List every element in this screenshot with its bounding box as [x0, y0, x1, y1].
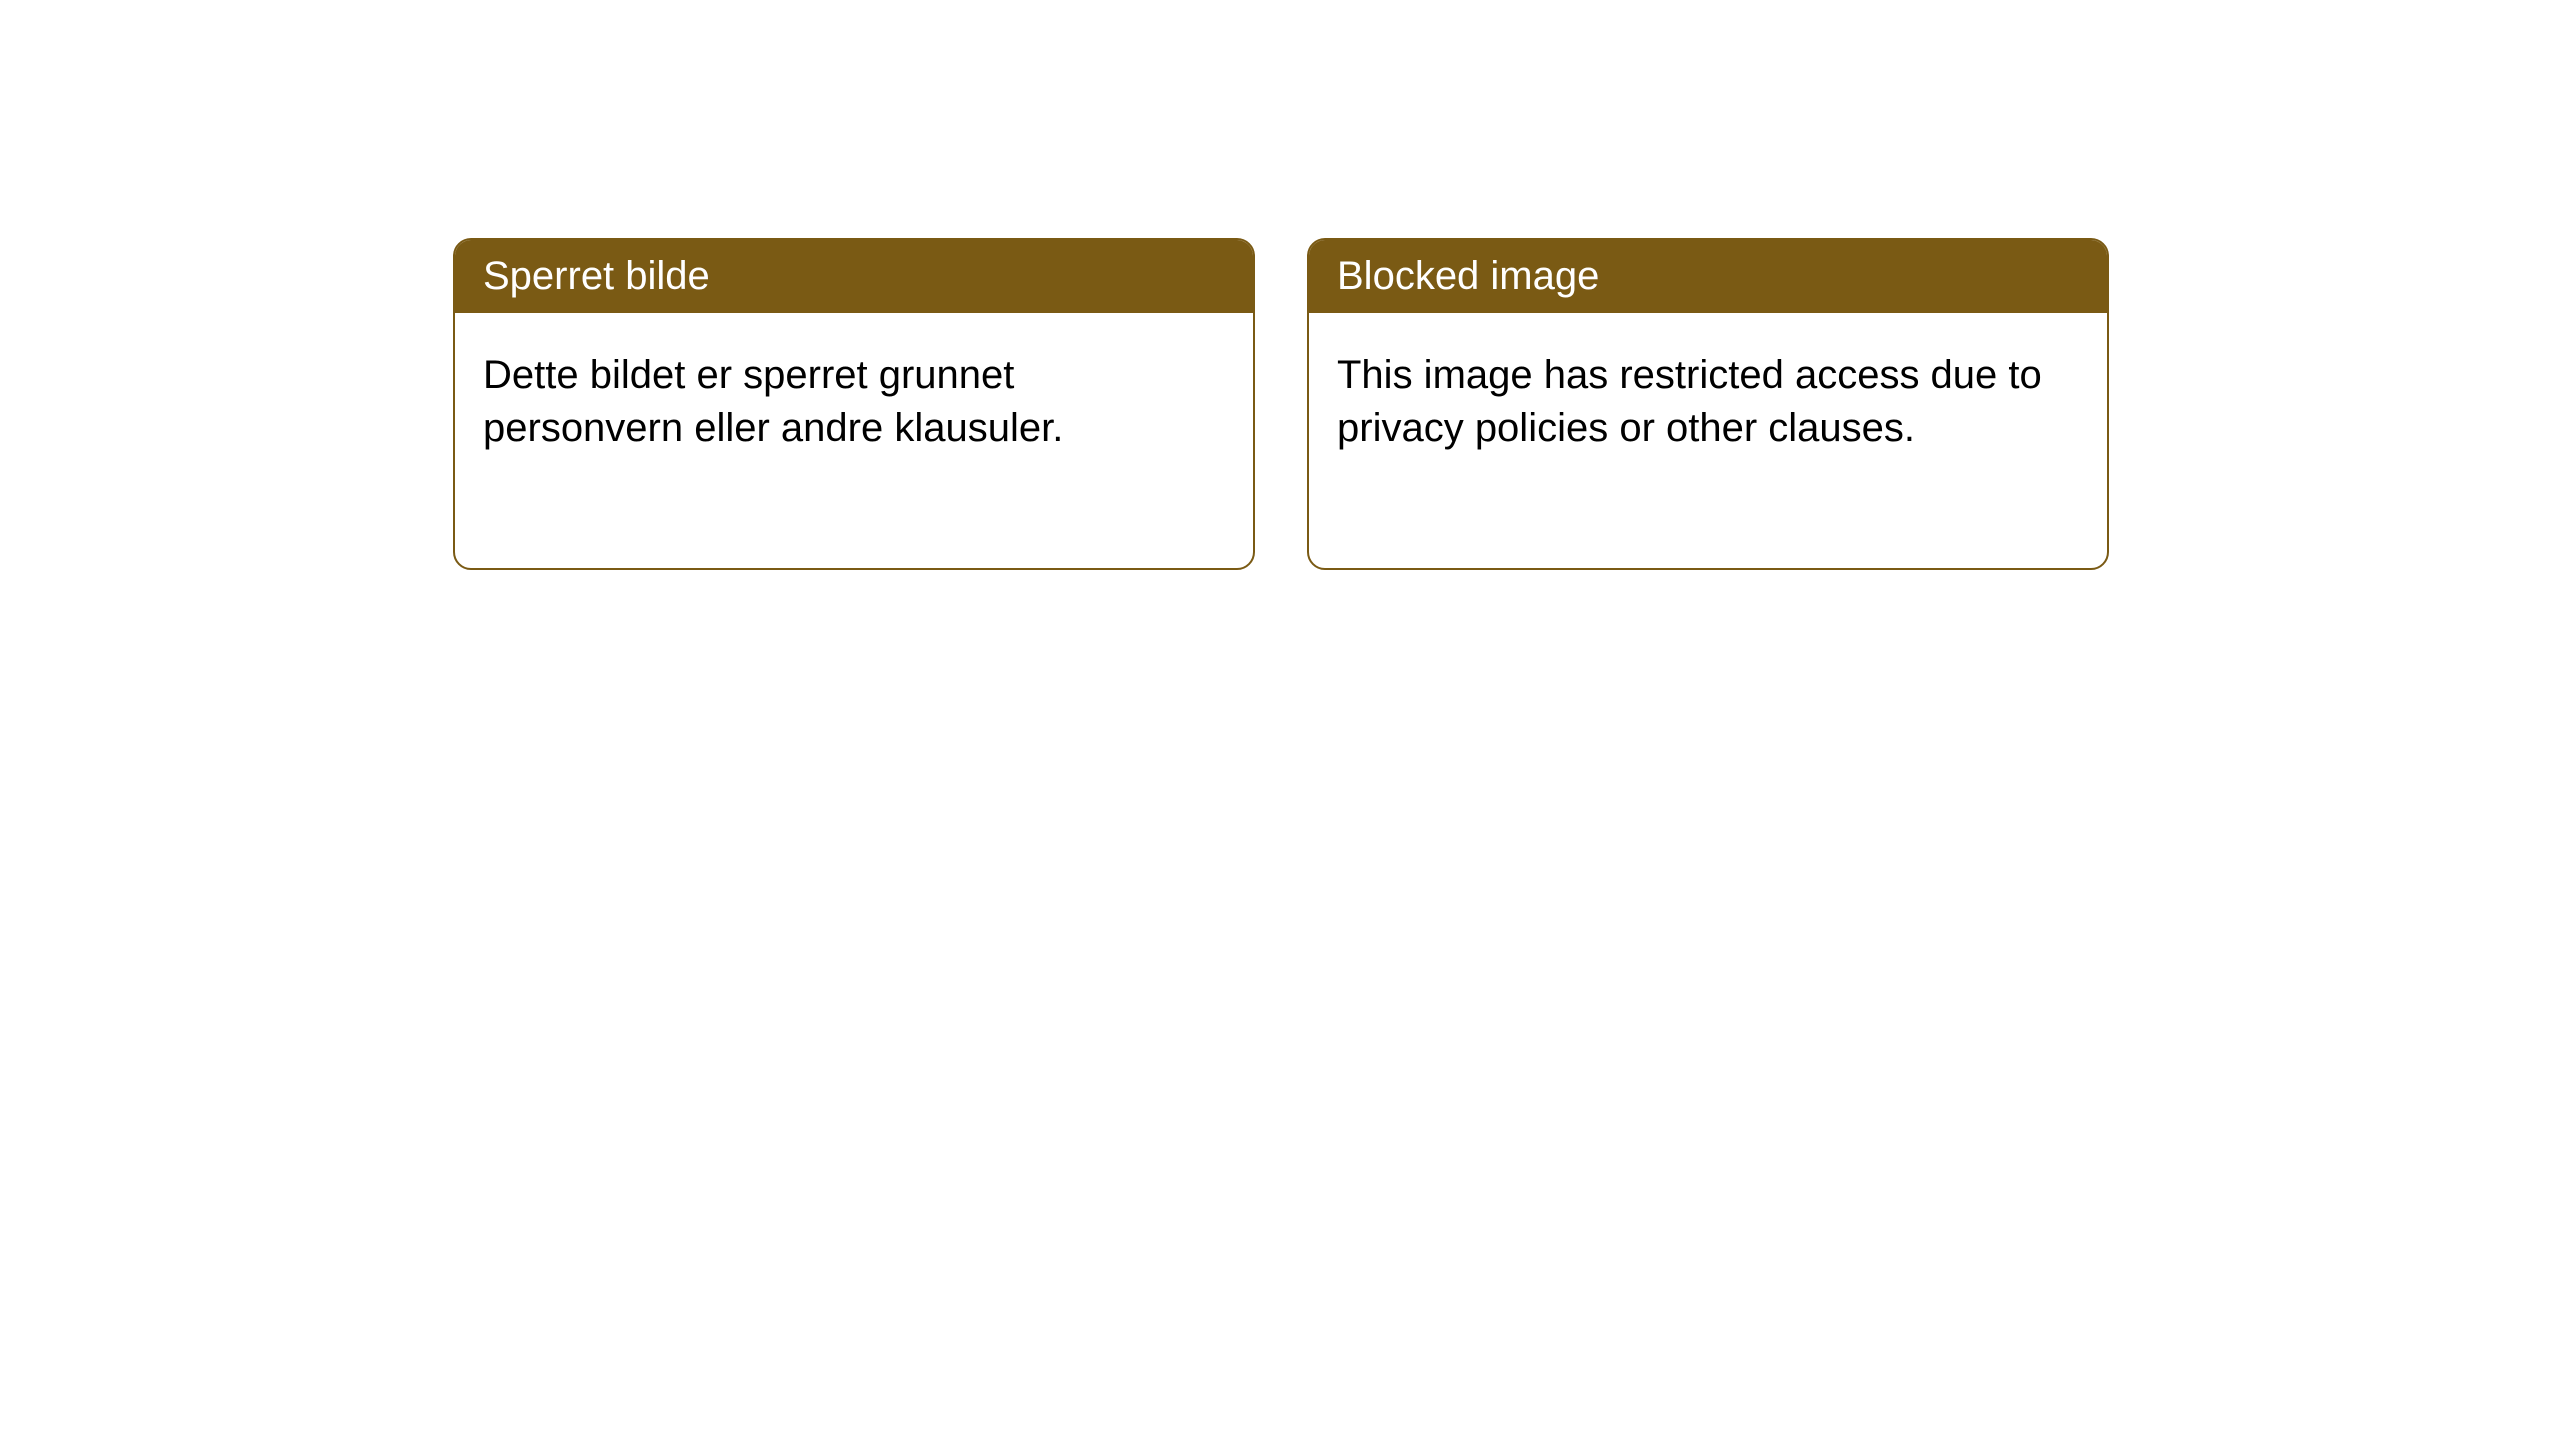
card-body-english: This image has restricted access due to …	[1309, 313, 2107, 491]
card-title-norwegian: Sperret bilde	[483, 254, 710, 298]
card-title-english: Blocked image	[1337, 254, 1599, 298]
card-english: Blocked image This image has restricted …	[1307, 238, 2109, 570]
card-norwegian: Sperret bilde Dette bildet er sperret gr…	[453, 238, 1255, 570]
card-text-english: This image has restricted access due to …	[1337, 353, 2042, 450]
card-header-norwegian: Sperret bilde	[455, 240, 1253, 313]
card-header-english: Blocked image	[1309, 240, 2107, 313]
card-text-norwegian: Dette bildet er sperret grunnet personve…	[483, 353, 1063, 450]
cards-container: Sperret bilde Dette bildet er sperret gr…	[453, 238, 2109, 570]
card-body-norwegian: Dette bildet er sperret grunnet personve…	[455, 313, 1253, 491]
